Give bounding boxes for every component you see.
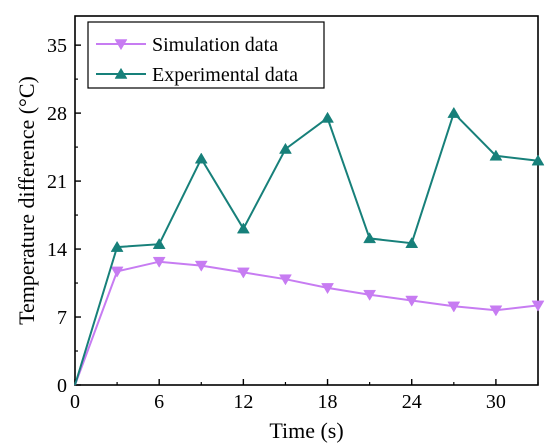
x-tick-label: 0 [70, 391, 80, 413]
series-line [74, 111, 539, 386]
legend-swatch-marker [114, 67, 128, 79]
data-point [363, 232, 377, 244]
data-point [405, 295, 419, 307]
legend-swatch-marker [114, 39, 128, 51]
data-point [110, 240, 124, 252]
data-point [447, 106, 461, 118]
data-point [405, 237, 419, 248]
x-tick-label: 18 [318, 391, 338, 413]
plot-frame [74, 15, 539, 386]
data-point [531, 154, 545, 166]
series-2 [74, 106, 545, 386]
data-point [194, 260, 208, 272]
data-point [489, 305, 503, 317]
series-1 [74, 256, 545, 386]
data-point [110, 266, 124, 278]
x-tick-label: 30 [486, 391, 506, 413]
data-point [194, 152, 208, 164]
x-tick-label: 6 [154, 391, 164, 413]
series-layer [74, 106, 545, 386]
legend-label: Experimental data [152, 64, 298, 86]
series-line [74, 260, 539, 386]
data-point [531, 300, 545, 312]
y-tick-label: 7 [57, 307, 67, 329]
data-point [152, 238, 166, 249]
y-axis-title: Temperature difference (°C) [14, 76, 39, 325]
data-point [236, 267, 250, 279]
x-tick-label: 24 [402, 391, 422, 413]
data-point [489, 149, 503, 161]
data-point [321, 111, 334, 123]
y-axis: 0 7 14 21 28 35 [47, 35, 81, 397]
y-tick-label: 35 [47, 35, 67, 57]
x-axis: 0 6 12 18 24 30 [70, 379, 539, 413]
data-point [363, 289, 377, 301]
y-tick-label: 0 [57, 375, 67, 397]
data-point [279, 142, 292, 154]
legend-label: Simulation data [152, 34, 278, 56]
y-tick-label: 14 [47, 239, 67, 261]
x-axis-title: Time (s) [269, 418, 343, 443]
y-tick-label: 28 [47, 103, 67, 125]
data-point [279, 274, 292, 286]
data-point [447, 301, 461, 313]
legend: Simulation data Experimental data [87, 21, 325, 89]
legend-box [87, 21, 325, 89]
data-point [152, 256, 166, 268]
plot-area [74, 15, 539, 386]
data-point [321, 283, 334, 295]
data-point [236, 222, 250, 234]
x-tick-label: 12 [233, 391, 253, 413]
y-tick-label: 21 [47, 171, 67, 193]
